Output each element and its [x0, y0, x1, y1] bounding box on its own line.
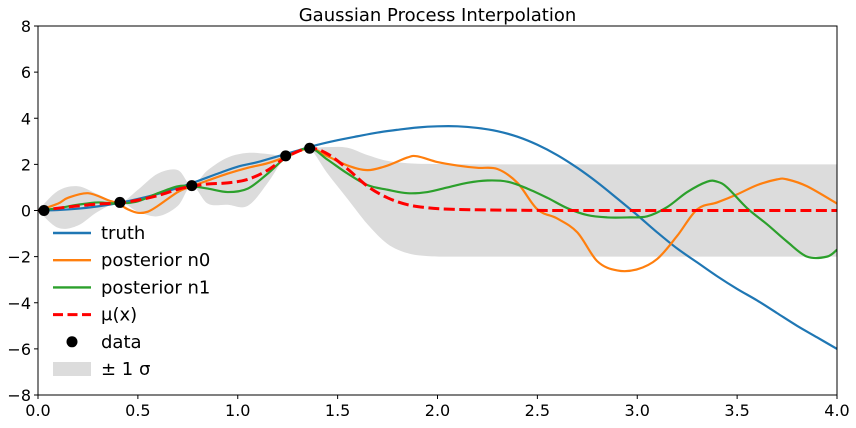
x-tick-label: 3.0 — [625, 401, 650, 420]
y-tick-label: −2 — [7, 248, 31, 267]
y-tick-label: −6 — [7, 340, 31, 359]
x-tick-label: 1.0 — [225, 401, 250, 420]
legend-label: posterior n0 — [101, 250, 210, 271]
chart-title: Gaussian Process Interpolation — [299, 5, 577, 26]
data-point — [304, 142, 316, 154]
x-tick-label: 2.0 — [425, 401, 450, 420]
y-tick-label: 4 — [21, 109, 31, 128]
legend-label: ± 1 σ — [101, 359, 150, 380]
x-tick-label: 0.5 — [125, 401, 150, 420]
series-line-truth — [38, 125, 837, 350]
legend: truth posterior n0 posterior n1 μ(x) data ± 1… — [53, 223, 210, 380]
y-tick-label: −4 — [7, 294, 31, 313]
series-line-posterior-n0 — [38, 147, 837, 273]
axes-layer: 0.0 0.5 1.0 1.5 2.0 2.5 3.0 3.5 4.0 −8 −6 −4 −2 0 2 4 6 8 — [7, 17, 849, 420]
data-point — [114, 196, 126, 208]
legend-label: data — [101, 332, 142, 353]
x-tick-label: 2.5 — [525, 401, 550, 420]
x-tick-label: 4.0 — [824, 401, 849, 420]
legend-label: truth — [101, 223, 145, 244]
y-tick-label: 0 — [21, 202, 31, 221]
data-point — [38, 205, 50, 216]
legend-label: μ(x) — [101, 305, 137, 326]
data-points-layer — [38, 142, 316, 216]
x-tick-label: 0.0 — [25, 401, 50, 420]
data-point — [186, 180, 198, 192]
data-point — [280, 150, 292, 162]
y-tick-label: 2 — [21, 155, 31, 174]
series-lines-layer — [38, 125, 837, 350]
y-tick-label: 6 — [21, 63, 31, 82]
y-tick-label: −8 — [7, 386, 31, 405]
legend-swatch-band — [53, 362, 91, 376]
y-tick-label: 8 — [21, 17, 31, 36]
x-tick-label: 1.5 — [325, 401, 350, 420]
legend-label: posterior n1 — [101, 277, 210, 298]
series-line-posterior-n1 — [38, 147, 837, 260]
sigma-band — [38, 146, 837, 257]
legend-swatch-marker — [66, 336, 78, 348]
x-tick-label: 3.5 — [724, 401, 749, 420]
sigma-band-layer — [38, 146, 837, 257]
